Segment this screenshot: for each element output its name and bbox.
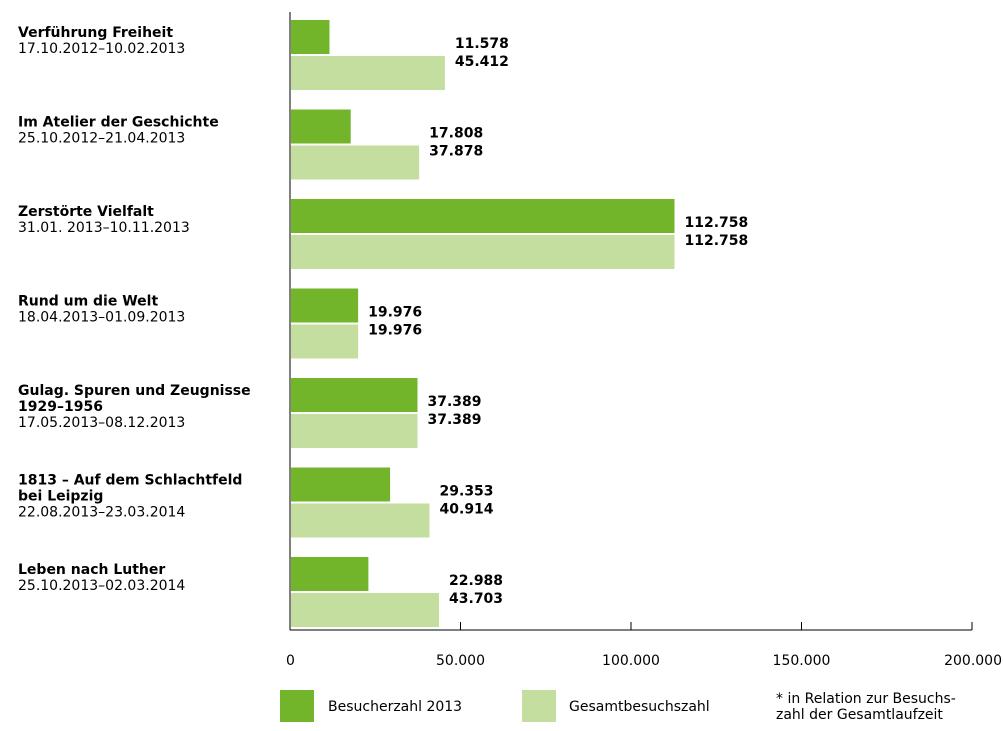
footnote: zahl der Gesamtlaufzeit <box>776 707 943 723</box>
bar-besucherzahl-2013 <box>291 378 418 412</box>
category-date: 17.05.2013–08.12.2013 <box>18 415 185 431</box>
category-date: 25.10.2012–21.04.2013 <box>18 131 185 147</box>
value-label: 37.389 <box>427 394 481 410</box>
value-label: 22.988 <box>449 573 503 589</box>
x-axis-ticks: 0 50.000 100.000 150.000 200.000 <box>286 622 1002 669</box>
value-label: 45.412 <box>455 54 509 70</box>
category-date: 25.10.2013–02.03.2014 <box>18 578 185 594</box>
category-title: bei Leipzig <box>18 489 103 505</box>
category-title: Verführung Freiheit <box>18 25 173 41</box>
value-label: 11.578 <box>455 36 509 52</box>
category-title: Leben nach Luther <box>18 562 165 578</box>
x-tick-label: 50.000 <box>436 653 485 669</box>
value-label: 43.703 <box>449 591 503 607</box>
legend-label: Gesamtbesuchszahl <box>569 699 710 715</box>
category-title: Zerstörte Vielfalt <box>18 204 154 220</box>
bar-besucherzahl-2013 <box>291 109 351 144</box>
x-tick-label: 200.000 <box>944 653 1002 669</box>
x-tick-label: 100.000 <box>602 653 660 669</box>
bar-gesamtbesuchszahl <box>291 56 445 90</box>
category-date: 18.04.2013–01.09.2013 <box>18 310 185 326</box>
bar-gesamtbesuchszahl <box>291 324 359 359</box>
value-label: 19.976 <box>368 323 422 339</box>
value-label: 40.914 <box>440 502 494 518</box>
footnote: * in Relation zur Besuchs- <box>776 691 956 707</box>
category-title: 1929–1956 <box>18 399 103 415</box>
category-date: 31.01. 2013–10.11.2013 <box>18 220 190 236</box>
value-label: 112.758 <box>685 215 749 231</box>
category-title: 1813 – Auf dem Schlachtfeld <box>18 473 242 489</box>
category-title: Rund um die Welt <box>18 294 158 310</box>
bar-besucherzahl-2013 <box>291 557 369 591</box>
legend-label: Besucherzahl 2013 <box>328 699 462 715</box>
legend-swatch <box>280 690 314 722</box>
value-label: 112.758 <box>685 233 749 249</box>
category-labels: Verführung Freiheit17.10.2012–10.02.2013… <box>18 25 251 594</box>
bar-gesamtbesuchszahl <box>291 593 440 627</box>
value-labels: 11.578 45.412 17.808 37.878 112.758 112.758 19… <box>368 36 748 607</box>
bar-gesamtbesuchszahl <box>291 414 418 448</box>
bar-besucherzahl-2013 <box>291 467 391 502</box>
value-label: 37.878 <box>429 144 483 160</box>
x-tick-label: 150.000 <box>773 653 831 669</box>
value-label: 17.808 <box>429 126 483 142</box>
x-tick-label: 0 <box>286 653 295 669</box>
bar-gesamtbesuchszahl <box>291 235 675 269</box>
value-label: 19.976 <box>368 305 422 321</box>
category-date: 17.10.2012–10.02.2013 <box>18 41 185 57</box>
bar-gesamtbesuchszahl <box>291 503 430 538</box>
legend: Besucherzahl 2013 Gesamtbesuchszahl * in R… <box>280 690 956 723</box>
bar-besucherzahl-2013 <box>291 20 330 54</box>
bar-gesamtbesuchszahl <box>291 145 420 180</box>
category-title: Gulag. Spuren und Zeugnisse <box>18 383 251 399</box>
category-title: Im Atelier der Geschichte <box>18 115 219 131</box>
value-label: 29.353 <box>440 484 494 500</box>
category-date: 22.08.2013–23.03.2014 <box>18 505 185 521</box>
bar-besucherzahl-2013 <box>291 288 359 323</box>
value-label: 37.389 <box>427 412 481 428</box>
bar-besucherzahl-2013 <box>291 199 675 233</box>
bars-layer <box>291 20 675 627</box>
legend-swatch <box>522 690 556 722</box>
